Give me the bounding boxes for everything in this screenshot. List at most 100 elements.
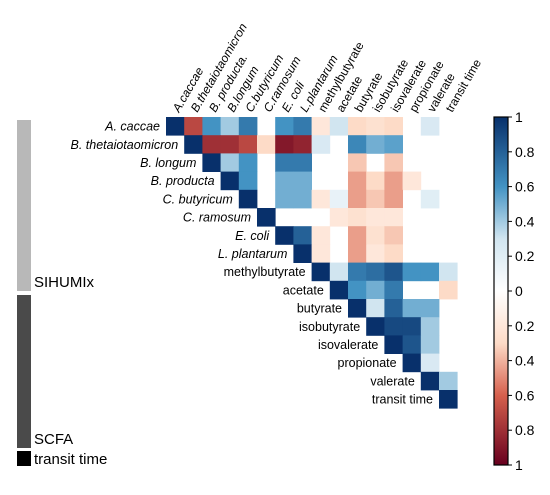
cell-methylbutyrate-transit-time [439,262,458,282]
cell-c-ramosum-isobutyrate [366,208,385,227]
colorbar-tick-label: 0.8 [515,144,535,160]
cell-valerate-valerate [420,371,440,391]
cell-methylbutyrate-methylbutyrate [311,262,331,282]
row-label-e-coli: E. coli [235,229,270,243]
cell-b-thetaiotaomicron-isovalerate [384,135,403,154]
cell-isobutyrate-valerate [420,317,440,336]
cell-l-plantarum-methylbutyrate [311,244,331,263]
cell-b-longum-e-coli [275,153,294,172]
cell-e-coli-e-coli [275,226,294,245]
cell-b-longum-isovalerate [384,153,403,172]
colorbar-tick-label: 1 [515,109,523,125]
cell-propionate-propionate [402,353,422,373]
cell-acetate-isovalerate [384,280,403,300]
cell-b-thetaiotaomicron-e-coli [275,135,294,154]
cell-butyrate-butyrate [348,299,367,318]
cell-l-plantarum-isobutyrate [366,244,385,263]
cell-e-coli-isovalerate [384,226,403,245]
colorbar-tick-label: 0.2 [515,318,535,334]
cell-c-ramosum-c-ramosum [257,208,276,227]
colorbar-tick-label: 1 [515,457,523,473]
cell-methylbutyrate-isobutyrate [366,262,385,282]
colorbar-tick-label: 0.6 [515,179,535,195]
cell-isobutyrate-propionate [402,317,422,336]
cell-butyrate-isobutyrate [366,299,385,318]
cell-c-butyricum-e-coli [275,189,294,209]
cell-butyrate-propionate [402,299,422,318]
group-label-scfa: SCFA [34,431,73,448]
row-label-butyrate: butyrate [297,302,342,316]
cell-b-producta-isovalerate [384,171,403,191]
cell-b-producta-isobutyrate [366,171,385,191]
cell-a-caccae-isovalerate [384,117,403,136]
cell-butyrate-valerate [420,299,440,318]
cell-a-caccae-acetate [329,117,349,136]
cell-a-caccae-methylbutyrate [311,117,331,136]
cell-c-ramosum-isovalerate [384,208,403,227]
cell-b-thetaiotaomicron-b-thetaiotaomicron [184,135,203,154]
cell-a-caccae-e-coli [275,117,294,136]
cell-acetate-transit-time [439,280,458,300]
cell-a-caccae-b-producta [220,117,240,136]
cell-e-coli-isobutyrate [366,226,385,245]
cell-c-butyricum-valerate [420,189,440,209]
cell-b-thetaiotaomicron-b-longum [202,135,221,154]
cell-b-longum-b-producta [220,153,240,172]
group-label-transit-time: transit time [34,451,107,468]
cell-methylbutyrate-valerate [420,262,440,282]
cell-isovalerate-valerate [420,335,440,354]
cell-b-thetaiotaomicron-butyrate [348,135,367,154]
cell-methylbutyrate-acetate [329,262,349,282]
cell-a-caccae-l-plantarum [293,117,312,136]
cell-b-longum-c-butyricum [238,153,258,172]
cell-e-coli-methylbutyrate [311,226,331,245]
cell-c-butyricum-butyrate [348,189,367,209]
row-label-valerate: valerate [370,374,415,388]
cell-c-butyricum-methylbutyrate [311,189,331,209]
cell-b-thetaiotaomicron-l-plantarum [293,135,312,154]
cell-b-longum-b-longum [202,153,221,172]
row-labels: A. caccae B. thetaiotaomicron B. longum B. … [70,120,433,407]
row-label-c-butyricum: C. butyricum [163,192,233,206]
cell-butyrate-isovalerate [384,299,403,318]
row-label-isovalerate: isovalerate [318,338,378,352]
cell-b-thetaiotaomicron-c-ramosum [257,135,276,154]
cell-a-caccae-valerate [420,117,440,136]
colorbar-tick-label: 0.6 [515,387,535,403]
row-label-transit-time: transit time [372,393,433,407]
colorbar-tick-label: 0.4 [515,213,535,229]
cell-methylbutyrate-propionate [402,262,422,282]
cell-b-producta-e-coli [275,171,294,191]
cell-a-caccae-b-thetaiotaomicron [184,117,203,136]
cell-acetate-isobutyrate [366,280,385,300]
cell-isobutyrate-isobutyrate [366,317,385,336]
cell-c-ramosum-acetate [329,208,349,227]
cell-b-thetaiotaomicron-b-producta [220,135,240,154]
colorbar-tick-label: 0 [515,283,523,299]
cell-b-producta-b-producta [220,171,240,191]
row-label-methylbutyrate: methylbutyrate [224,265,306,279]
row-label-a-caccae: A. caccae [104,120,160,134]
row-label-propionate: propionate [338,356,397,370]
cell-c-butyricum-isobutyrate [366,189,385,209]
group-bar-scfa [17,295,31,448]
cell-b-thetaiotaomicron-methylbutyrate [311,135,331,154]
cell-b-producta-butyrate [348,171,367,191]
cell-b-producta-c-butyricum [238,171,258,191]
cell-l-plantarum-l-plantarum [293,244,312,263]
cell-c-ramosum-butyrate [348,208,367,227]
cell-e-coli-l-plantarum [293,226,312,245]
group-bar-transit-time [17,451,31,466]
colorbar-tick-label: 0.4 [515,353,535,369]
cell-transit-time-transit-time [439,390,458,409]
row-label-acetate: acetate [283,283,324,297]
cell-isobutyrate-isovalerate [384,317,403,336]
colorbar: 1 0.8 0.6 0.4 0.2 0 0.2 0.4 0.6 0.8 1 [493,109,535,473]
cell-b-longum-l-plantarum [293,153,312,172]
cell-c-butyricum-c-butyricum [238,189,258,209]
row-label-l-plantarum: L. plantarum [218,247,287,261]
cell-b-thetaiotaomicron-isobutyrate [366,135,385,154]
colorbar-gradient [493,116,509,466]
